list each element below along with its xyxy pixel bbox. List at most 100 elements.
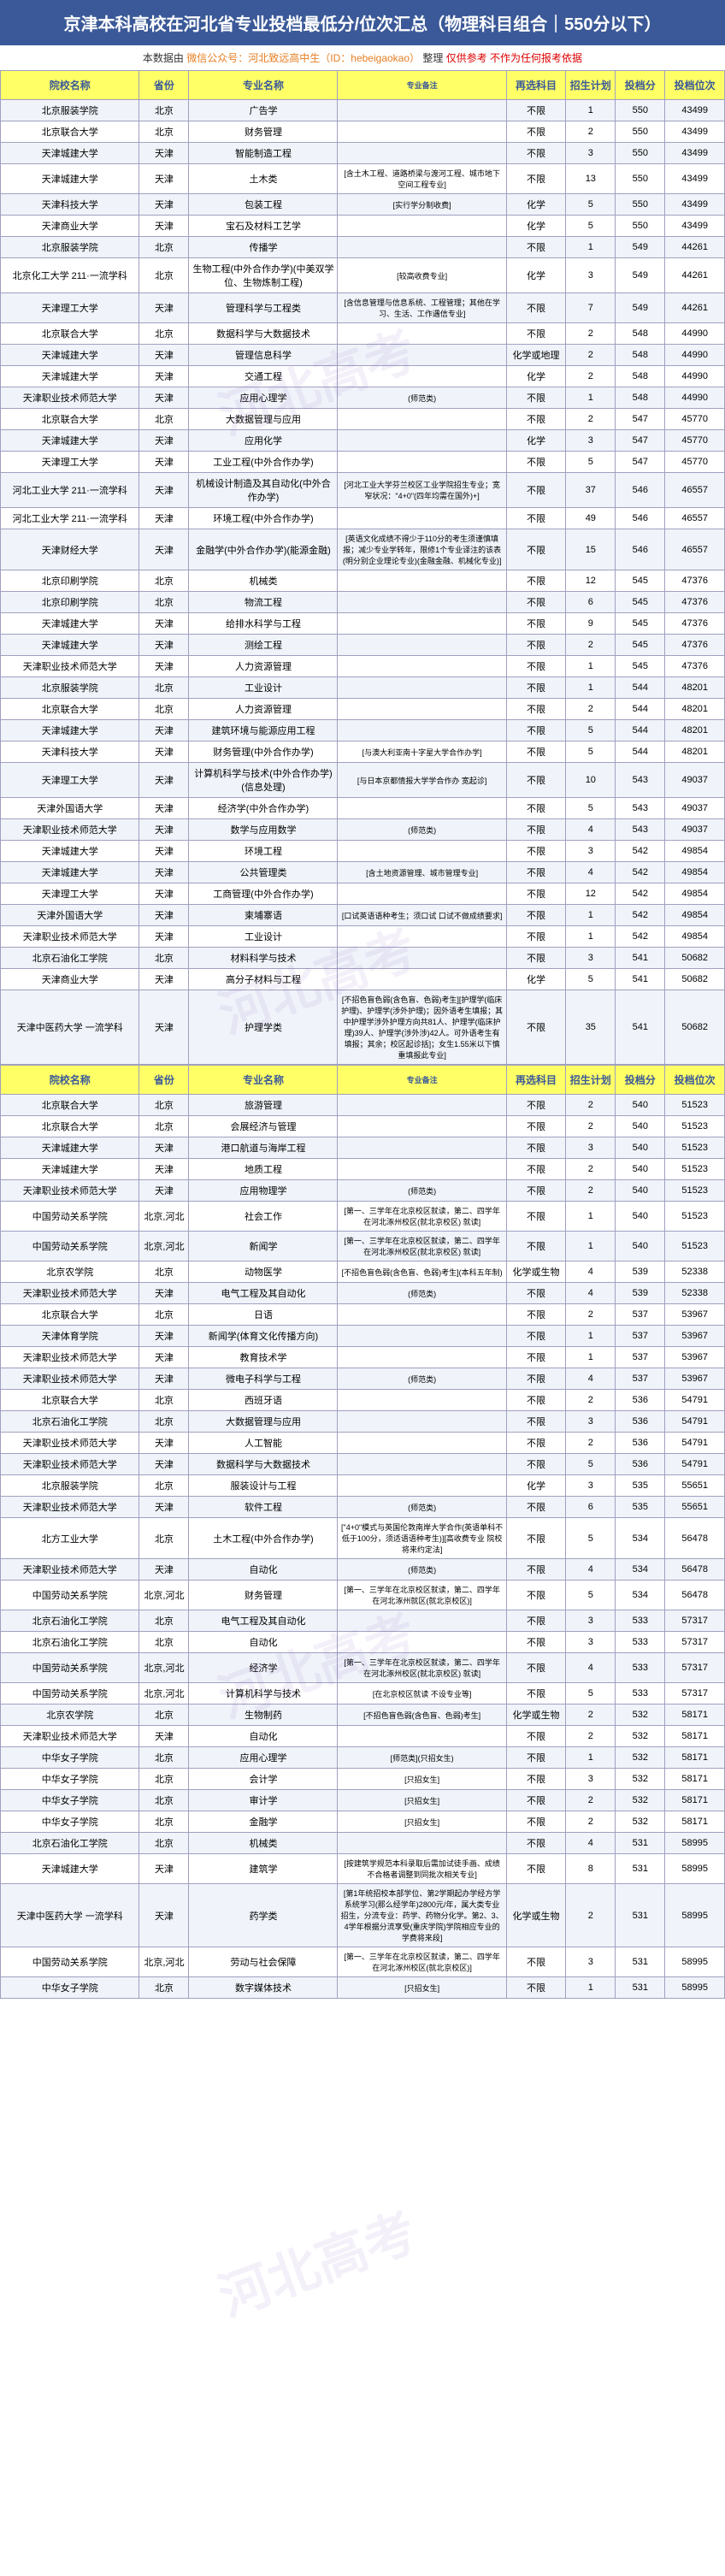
cell: 1	[566, 1202, 616, 1232]
table-row: 天津商业大学天津高分子材料与工程化学554150682	[1, 969, 725, 990]
cell: 自动化	[189, 1632, 338, 1653]
cell: 58995	[665, 1947, 725, 1977]
cell: 2	[566, 1811, 616, 1833]
table-row: 中国劳动关系学院北京,河北经济学[第一、三学年在北京校区就读，第二、四学年在河北…	[1, 1653, 725, 1683]
cell: 天津	[139, 741, 189, 763]
cell: 化学	[506, 258, 566, 293]
cell: 经济学(中外合作办学)	[189, 798, 338, 819]
cell: 天津城建大学	[1, 720, 139, 741]
cell: 548	[616, 366, 665, 387]
cell: 48201	[665, 677, 725, 699]
cell: 天津城建大学	[1, 366, 139, 387]
cell: [实行学分制收费]	[338, 194, 506, 216]
cell: 人力资源管理	[189, 699, 338, 720]
subheader-mid: 整理	[422, 52, 443, 64]
table-row: 天津城建大学天津测绘工程不限254547376	[1, 635, 725, 656]
cell: 不限	[506, 1559, 566, 1580]
table-row: 北京联合大学北京大数据管理与应用不限254745770	[1, 409, 725, 430]
cell: 天津职业技术师范大学	[1, 1454, 139, 1475]
cell: 549	[616, 258, 665, 293]
cell	[338, 969, 506, 990]
col-header: 投档分	[616, 71, 665, 100]
cell: 新闻学	[189, 1232, 338, 1261]
table-row: 中华女子学院北京金融学[只招女生]不限253258171	[1, 1811, 725, 1833]
table-row: 北京服装学院北京服装设计与工程化学353555651	[1, 1475, 725, 1497]
cell: 547	[616, 430, 665, 452]
cell: 58171	[665, 1790, 725, 1811]
cell: 534	[616, 1580, 665, 1610]
cell: [师范类](只招女生)	[338, 1747, 506, 1769]
cell: 天津	[139, 635, 189, 656]
cell: 545	[616, 592, 665, 613]
cell: 532	[616, 1705, 665, 1726]
cell: 不限	[506, 1368, 566, 1390]
cell: 电气工程及其自动化	[189, 1610, 338, 1632]
cell: 10	[566, 763, 616, 798]
cell: 不限	[506, 1811, 566, 1833]
cell: 天津职业技术师范大学	[1, 1497, 139, 1518]
cell: 人力资源管理	[189, 656, 338, 677]
cell: ["4+0"模式与英国伦敦南岸大学合作(英语单科不低于100分，须适语语种考生)…	[338, 1518, 506, 1559]
cell: 电气工程及其自动化	[189, 1283, 338, 1304]
cell	[338, 1433, 506, 1454]
cell: 天津	[139, 1454, 189, 1475]
cell: 51523	[665, 1202, 725, 1232]
cell: 天津	[139, 720, 189, 741]
cell: 河北工业大学 211·一流学科	[1, 508, 139, 529]
cell: 540	[616, 1116, 665, 1137]
cell: 49037	[665, 798, 725, 819]
cell: 北京	[139, 323, 189, 345]
cell: 57317	[665, 1683, 725, 1705]
cell: 会计学	[189, 1769, 338, 1790]
cell: 北京	[139, 1610, 189, 1632]
cell: 北京	[139, 1632, 189, 1653]
cell: 不限	[506, 1433, 566, 1454]
cell: 智能制造工程	[189, 143, 338, 164]
cell	[338, 1833, 506, 1854]
cell: 大数据管理与应用	[189, 409, 338, 430]
cell: 北方工业大学	[1, 1518, 139, 1559]
cell: 环境工程	[189, 841, 338, 862]
cell: 天津	[139, 926, 189, 948]
cell: 5	[566, 194, 616, 216]
cell: 北京联合大学	[1, 409, 139, 430]
cell: 46557	[665, 473, 725, 508]
cell: 不限	[506, 1326, 566, 1347]
cell: 49	[566, 508, 616, 529]
cell: 北京	[139, 409, 189, 430]
cell: 天津	[139, 529, 189, 570]
cell: 北京	[139, 1411, 189, 1433]
cell: 不限	[506, 613, 566, 635]
table-row: 北方工业大学北京土木工程(中外合作办学)["4+0"模式与英国伦敦南岸大学合作(…	[1, 1518, 725, 1559]
cell: 天津城建大学	[1, 1137, 139, 1159]
cell: 不限	[506, 1202, 566, 1232]
cell: 微电子科学与工程	[189, 1368, 338, 1390]
cell: 48201	[665, 699, 725, 720]
cell: 549	[616, 293, 665, 323]
cell: 管理科学与工程类	[189, 293, 338, 323]
cell: [第一、三学年在北京校区就读，第二、四学年在河北涿州校区(就北京校区) 就读]	[338, 1232, 506, 1261]
cell: 2	[566, 366, 616, 387]
table-row: 北京印刷学院北京物流工程不限654547376	[1, 592, 725, 613]
cell: 不限	[506, 883, 566, 905]
col-header: 省份	[139, 1066, 189, 1095]
cell: 50682	[665, 948, 725, 969]
cell	[338, 948, 506, 969]
cell: 6	[566, 1497, 616, 1518]
cell: 北京联合大学	[1, 699, 139, 720]
cell: 天津财经大学	[1, 529, 139, 570]
cell: 包装工程	[189, 194, 338, 216]
cell: 547	[616, 409, 665, 430]
cell: 51523	[665, 1232, 725, 1261]
cell	[338, 656, 506, 677]
cell: 北京	[139, 121, 189, 143]
subheader-prefix: 本数据由	[143, 52, 184, 64]
cell: 7	[566, 293, 616, 323]
cell: 不限	[506, 1159, 566, 1180]
cell: 2	[566, 699, 616, 720]
table-row: 中国劳动关系学院北京,河北新闻学[第一、三学年在北京校区就读，第二、四学年在河北…	[1, 1232, 725, 1261]
cell: 北京印刷学院	[1, 570, 139, 592]
cell: 财务管理(中外合作办学)	[189, 741, 338, 763]
score-table-1: 院校名称省份专业名称专业备注再选科目招生计划投档分投档位次 北京服装学院北京广告…	[0, 70, 725, 1065]
cell	[338, 452, 506, 473]
